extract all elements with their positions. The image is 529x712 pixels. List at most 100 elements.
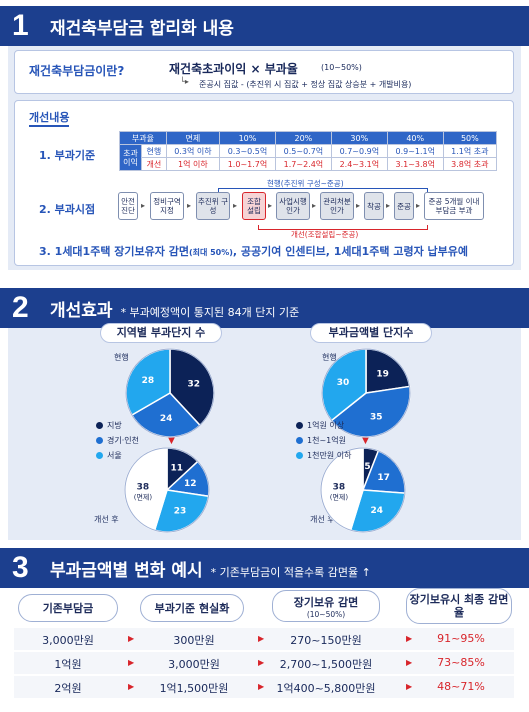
rate-table: 부과율 면제 10% 20% 30% 40% 50% 초과이익 현행 0.3억 … — [119, 131, 498, 171]
table-cell: 3.1~3.8억 — [386, 157, 444, 171]
legend-item: 지방 — [96, 420, 139, 431]
section3-title: 부과금액별 변화 예시 — [50, 561, 203, 581]
legend-right: 1억원 이상 1천~1억원 1천만원 이하 — [296, 420, 351, 461]
section1-number: 1 — [12, 9, 29, 42]
formula-connector-icon: └▸ — [180, 77, 189, 86]
legend-label: 1천만원 이하 — [307, 451, 352, 460]
right-down-arrow-icon: ▼ — [362, 436, 369, 446]
pie-value-label: 30 — [337, 378, 350, 388]
criteria-amount: 1억1,500만원 — [159, 682, 229, 695]
existing-levy: 1억원 — [54, 658, 82, 671]
step-completion: 준공 — [394, 192, 414, 220]
pie-value-label: 12 — [184, 479, 197, 489]
existing-levy: 2억원 — [54, 682, 82, 695]
section2-subtitle: * 부과예정액이 통지된 84개 단지 기준 — [120, 306, 300, 319]
step-levy: 준공 5개월 이내 부담금 부과 — [424, 192, 484, 220]
row-arrow-icon: ▶ — [128, 658, 135, 667]
pie-value-label: 11 — [170, 464, 183, 474]
item2-label: 2. 부과시점 — [39, 203, 96, 216]
pie-outline — [124, 447, 210, 533]
step-project-approval: 사업시행 인가 — [276, 192, 310, 220]
header-label: 기존부담금 — [42, 602, 94, 615]
formula-note: 준공시 집값 - (추진위 시 집값 + 정상 집값 상승분 + 개발비용) — [199, 80, 412, 89]
table-cell: 1억 이하 — [165, 157, 221, 171]
pie-right-after: 5 17 24 38(면제) — [320, 447, 406, 533]
step-arrow-icon: ▸ — [312, 201, 317, 210]
legend-dot — [296, 422, 303, 429]
reduction-amount: 270~150만원 — [290, 634, 362, 647]
pie-value-label: 38 — [333, 482, 346, 492]
header-sub: (10~50%) — [306, 609, 346, 619]
legend-dot — [96, 437, 103, 444]
chart-right-title: 부과금액별 단지수 — [310, 323, 432, 343]
pie-exempt-label: (면제) — [330, 492, 349, 501]
improvement-title: 개선내용 — [29, 109, 70, 127]
reduction-amount: 2,700~1,500만원 — [279, 658, 373, 671]
section1-banner: 1 재건축부담금 합리화 내용 — [0, 6, 529, 46]
left-current-label: 현행 — [114, 353, 129, 362]
right-current-label: 현행 — [322, 353, 337, 362]
pie-left-current: 32 24 28 — [125, 348, 215, 438]
row-group-label: 초과이익 — [119, 144, 142, 171]
criteria-amount: 3,000만원 — [168, 658, 220, 671]
definition-box: 재건축부담금이란? 재건축초과이익 × 부과율 (10~50%) └▸ 준공시 … — [14, 50, 514, 94]
legend-item: 1천만원 이하 — [296, 450, 351, 461]
improvement-box: 개선내용 1. 부과기준 부과율 면제 10% 20% 30% 40% 50% … — [14, 100, 514, 266]
pie-value-label: 38 — [137, 482, 150, 492]
section2-background — [8, 328, 521, 540]
legend-item: 1천~1억원 — [296, 435, 351, 446]
header-label: 장기보유시 최종 감면율 — [409, 593, 509, 619]
section3-title-wrap: 부과금액별 변화 예시 * 기존부담금이 적을수록 감면율 ↑ — [50, 556, 371, 581]
pie-value-label: 24 — [160, 414, 173, 424]
step-construction-start: 착공 — [364, 192, 384, 220]
step-arrow-icon: ▸ — [187, 201, 192, 210]
pie-value-label: 32 — [187, 380, 200, 390]
pie-outline — [125, 348, 215, 438]
header-label: 부과기준 현실화 — [154, 602, 230, 615]
header-final-reduction: 장기보유시 최종 감면율 — [406, 588, 512, 624]
step-arrow-icon: ▸ — [386, 201, 391, 210]
legend-dot — [96, 422, 103, 429]
revised-period-bracket — [258, 225, 428, 230]
header-cell: 부과율 — [119, 131, 167, 145]
row-label: 개선 — [141, 157, 167, 171]
section2-title: 개선효과 — [50, 301, 113, 321]
pie-value-label: 23 — [174, 507, 187, 517]
pie-outline — [320, 447, 406, 533]
section3-banner: 3 부과금액별 변화 예시 * 기존부담금이 적을수록 감면율 ↑ — [0, 548, 529, 588]
left-after-label: 개선 후 — [94, 515, 119, 524]
legend-label: 1천~1억원 — [307, 436, 346, 445]
legend-dot — [296, 452, 303, 459]
step-zone-designation: 정비구역 지정 — [150, 192, 184, 220]
right-after-label: 개선 후 — [310, 515, 335, 524]
step-disposal-approval: 관리처분 인가 — [320, 192, 354, 220]
pie-value-label: 35 — [370, 412, 383, 422]
step-association: 조합 설립 — [242, 192, 266, 220]
item3-rest: , 공공기여 인센티브, 1세대1주택 고령자 납부유예 — [232, 245, 469, 258]
section2-banner: 2 개선효과 * 부과예정액이 통지된 84개 단지 기준 — [0, 288, 529, 328]
pie-value-label: 28 — [142, 376, 155, 386]
legend-label: 경기·인천 — [107, 436, 139, 445]
legend-label: 지방 — [107, 421, 122, 430]
table-row: 2억원 ▶ 1억1,500만원 ▶ 1억400~5,800만원 ▶ 48~71% — [14, 676, 514, 698]
pie-outline — [321, 348, 411, 438]
pie-value-label: 24 — [370, 506, 383, 516]
header-cell: 10% — [219, 131, 276, 145]
section2-number: 2 — [12, 291, 29, 324]
section3-number: 3 — [12, 551, 29, 584]
section3-subtitle: * 기존부담금이 적을수록 감면율 ↑ — [210, 566, 371, 579]
item3-main: 3. 1세대1주택 장기보유자 감면 — [39, 245, 189, 258]
final-rate: 73~85% — [437, 656, 485, 669]
step-arrow-icon: ▸ — [233, 201, 238, 210]
row-arrow-icon: ▶ — [406, 682, 413, 691]
step-arrow-icon: ▸ — [268, 201, 273, 210]
section1-title: 재건축부담금 합리화 내용 — [50, 19, 234, 39]
table-cell: 1.0~1.7억 — [219, 157, 276, 171]
step-arrow-icon: ▸ — [356, 201, 361, 210]
section2-title-wrap: 개선효과 * 부과예정액이 통지된 84개 단지 기준 — [50, 296, 299, 321]
step-safety-check: 안전 진단 — [118, 192, 138, 220]
table-row: 초과이익 현행 0.3억 이하 0.3~0.5억 0.5~0.7억 0.7~0.… — [119, 144, 498, 171]
formula-main: 재건축초과이익 × 부과율 — [169, 62, 298, 76]
